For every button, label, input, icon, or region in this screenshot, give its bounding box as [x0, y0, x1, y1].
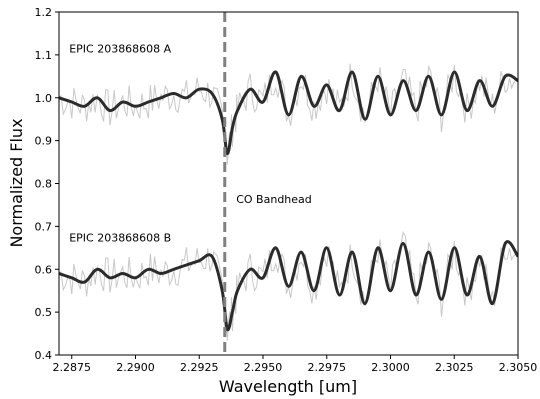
y-tick-label: 0.8 [35, 178, 53, 191]
y-tick-label: 0.6 [35, 263, 53, 276]
y-axis-ticks: 0.4 0.5 0.6 0.7 0.8 0.9 1.0 1.1 1.2 [35, 6, 59, 362]
y-tick-label: 0.4 [35, 349, 53, 362]
star-a-label: EPIC 203868608 A [69, 43, 171, 56]
y-tick-label: 0.5 [35, 306, 53, 319]
x-axis-title: Wavelength [um] [219, 377, 357, 396]
x-tick-label: 2.3000 [371, 361, 410, 374]
y-tick-label: 1.0 [35, 92, 53, 105]
y-tick-label: 1.1 [35, 49, 53, 62]
x-tick-label: 2.3025 [435, 361, 474, 374]
plot-frame [58, 11, 519, 356]
x-tick-label: 2.2925 [180, 361, 219, 374]
x-tick-label: 2.2875 [53, 361, 92, 374]
x-tick-label: 2.2900 [116, 361, 155, 374]
x-tick-label: 2.2975 [308, 361, 347, 374]
raw-flux-layer [59, 63, 518, 341]
y-tick-label: 0.7 [35, 220, 53, 233]
x-tick-label: 2.3050 [499, 361, 538, 374]
star-b-label: EPIC 203868608 B [69, 231, 171, 244]
smoothed-flux-line-a [59, 70, 518, 156]
smoothed-flux-layer [59, 70, 518, 332]
y-axis-title: Normalized Flux [7, 118, 26, 247]
annotations: EPIC 203868608 A EPIC 203868608 B CO Bandh… [69, 43, 312, 245]
smoothed-flux-line-b [59, 240, 518, 332]
x-tick-label: 2.2950 [244, 361, 283, 374]
co-bandhead-label: CO Bandhead [236, 193, 312, 206]
y-tick-label: 0.9 [35, 135, 53, 148]
y-tick-label: 1.2 [35, 6, 53, 19]
raw-flux-line-a [59, 63, 518, 165]
raw-flux-line-b [59, 231, 518, 341]
x-axis-ticks: 2.2875 2.2900 2.2925 2.2950 2.2975 2.3000 2.30… [53, 355, 538, 374]
